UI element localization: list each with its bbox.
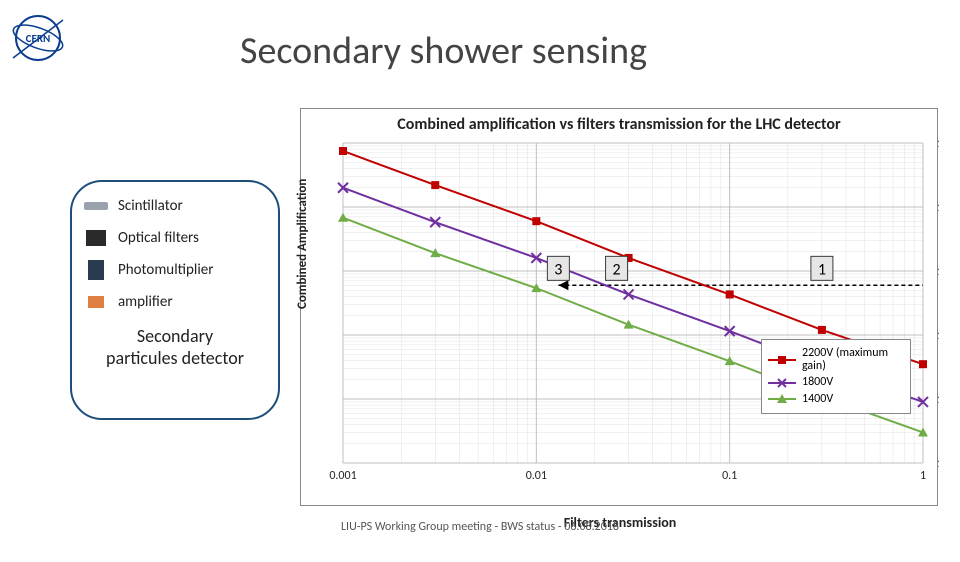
legend-row: 1400V (768, 393, 904, 406)
page-footer: LIU-PS Working Group meeting - BWS statu… (0, 520, 960, 534)
page-title: Secondary shower sensing (240, 28, 647, 74)
svg-text:100000: 100000 (937, 139, 939, 150)
detector-box: Scintillator Optical filters Photomultip… (70, 180, 280, 420)
svg-text:2: 2 (613, 260, 621, 279)
chart-title: Combined amplification vs filters transm… (301, 109, 937, 134)
scintillator-icon (82, 194, 110, 218)
detector-title-l1: Secondary (137, 325, 213, 347)
svg-text:0.1: 0.1 (722, 469, 737, 483)
amplifier-icon (82, 290, 110, 314)
detector-row-scintillator: Scintillator (82, 194, 268, 218)
svg-text:1000: 1000 (937, 265, 939, 278)
chart-plot: 0.0010.010.11110100100010000100000321 (301, 139, 939, 507)
svg-text:1: 1 (818, 260, 826, 279)
detector-label: Photomultiplier (118, 261, 213, 279)
detector-label: amplifier (118, 293, 173, 311)
svg-text:0.01: 0.01 (526, 469, 547, 483)
svg-text:10000: 10000 (937, 201, 939, 214)
detector-row-pmt: Photomultiplier (82, 258, 268, 282)
detector-row-filters: Optical filters (82, 226, 268, 250)
detector-title-l2: particules detector (106, 347, 244, 369)
svg-text:1: 1 (937, 457, 939, 470)
chart-container: Combined amplification vs filters transm… (300, 108, 938, 506)
svg-text:100: 100 (937, 329, 939, 342)
svg-text:1: 1 (920, 469, 926, 483)
detector-row-amp: amplifier (82, 290, 268, 314)
svg-text:0.001: 0.001 (329, 469, 356, 483)
svg-text:10: 10 (937, 393, 939, 406)
legend-row: 2200V (maximum gain) (768, 347, 904, 373)
cern-logo-icon: CERN (8, 8, 68, 68)
optical-filters-icon (82, 226, 110, 250)
chart-legend: 2200V (maximum gain) 1800V 1400V (761, 339, 911, 414)
svg-text:CERN: CERN (26, 32, 51, 45)
svg-text:3: 3 (554, 260, 562, 279)
photomultiplier-icon (82, 258, 110, 282)
detector-title: Secondary particules detector (82, 326, 268, 369)
detector-label: Optical filters (118, 229, 199, 247)
detector-label: Scintillator (118, 197, 183, 215)
legend-row: 1800V (768, 376, 904, 389)
